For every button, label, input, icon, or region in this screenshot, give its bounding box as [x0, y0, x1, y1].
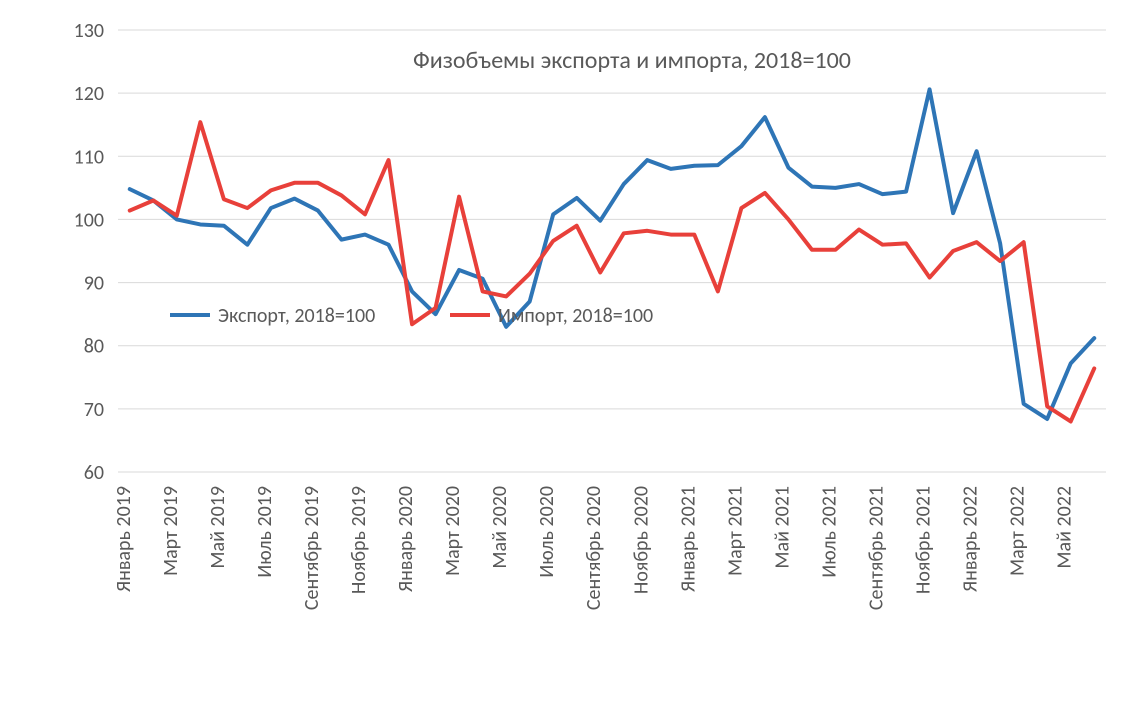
y-tick-label: 130	[74, 19, 104, 43]
x-tick-label: Март 2021	[723, 486, 747, 576]
y-tick-label: 110	[74, 145, 104, 169]
x-tick-label: Январь 2019	[112, 486, 136, 592]
x-tick-label: Июль 2021	[817, 486, 841, 578]
line-chart: 60 70 80 90 100 110 120 130 Январь 2019 Март 2019…	[0, 0, 1123, 708]
y-tick-label: 60	[84, 461, 104, 485]
x-tick-label: Сентябрь 2019	[300, 486, 324, 610]
legend-label: Экспорт, 2018=100	[218, 304, 375, 328]
x-tick-label: Март 2022	[1006, 486, 1030, 576]
x-tick-label: Январь 2021	[676, 486, 700, 592]
x-tick-label: Март 2019	[159, 486, 183, 576]
x-tick-label: Июль 2019	[253, 486, 277, 578]
chart-title: Физобъемы экспорта и импорта, 2018=100	[413, 46, 851, 75]
x-tick-label: Январь 2020	[394, 486, 418, 592]
x-tick-label: Ноябрь 2021	[912, 486, 936, 594]
y-tick-label: 100	[74, 208, 104, 232]
x-tick-label: Май 2020	[488, 486, 512, 569]
y-tick-label: 80	[84, 335, 104, 359]
x-tick-label: Март 2020	[441, 486, 465, 576]
x-tick-label: Ноябрь 2020	[629, 486, 653, 594]
y-tick-label: 70	[84, 398, 104, 422]
x-tick-label: Январь 2022	[959, 486, 983, 592]
x-tick-label: Сентябрь 2020	[582, 486, 606, 610]
x-tick-label: Июль 2020	[535, 486, 559, 578]
x-tick-label: Май 2021	[770, 486, 794, 569]
y-tick-label: 90	[84, 272, 104, 296]
legend-label: Импорт, 2018=100	[498, 304, 653, 328]
y-tick-label: 120	[74, 82, 104, 106]
x-tick-label: Май 2019	[206, 486, 230, 569]
chart-container: 60 70 80 90 100 110 120 130 Январь 2019 Март 2019…	[0, 0, 1123, 708]
x-tick-label: Ноябрь 2019	[347, 486, 371, 594]
x-tick-label: Сентябрь 2021	[865, 486, 889, 610]
x-tick-label: Май 2022	[1053, 486, 1077, 569]
